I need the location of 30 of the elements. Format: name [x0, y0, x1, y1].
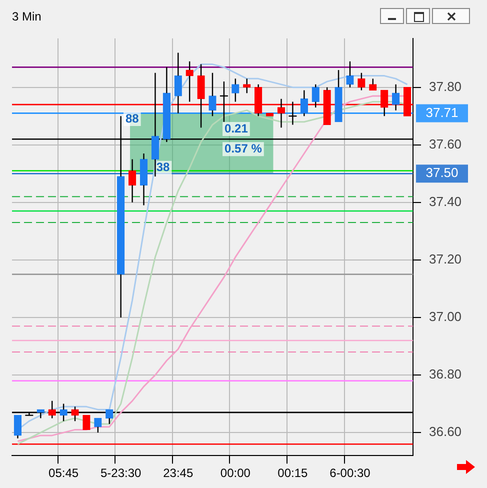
x-tick-label: 05:45 — [48, 466, 79, 480]
y-tick-label: 37.00 — [429, 309, 462, 324]
annotation: 0.21 — [224, 121, 248, 136]
candlestick — [140, 152, 148, 206]
x-tick-label: 00:00 — [220, 466, 251, 480]
chart-title: 3 Min — [12, 10, 42, 24]
candlestick — [208, 72, 216, 117]
y-tick-label: 36.80 — [429, 366, 462, 382]
x-tick-label: 6-00:30 — [330, 466, 371, 480]
candlestick — [14, 414, 22, 439]
x-tick-label: 5-23:30 — [100, 466, 142, 480]
y-tick-label: 37.80 — [429, 78, 462, 94]
x-tick-label: 23:45 — [163, 466, 194, 480]
annotation: 0.57 % — [224, 141, 262, 156]
y-tick-label: 37.60 — [429, 136, 462, 152]
candlestick — [186, 60, 194, 102]
candlestick — [174, 52, 182, 114]
annotation: 88 — [125, 111, 140, 126]
annotation: 38 — [156, 160, 170, 174]
candlestick — [243, 78, 251, 94]
x-tick-label: 00:15 — [278, 466, 308, 480]
candlestick — [128, 158, 136, 204]
ref-line-label: 37.50 — [426, 165, 458, 180]
candlestick — [334, 69, 342, 122]
y-tick-label: 37.40 — [429, 194, 462, 209]
y-tick-label: 37.20 — [429, 252, 462, 267]
ref-line-label: 37.71 — [426, 104, 458, 120]
candlestick — [300, 90, 308, 117]
y-tick-label: 36.60 — [429, 424, 462, 440]
candlestick — [288, 101, 298, 126]
